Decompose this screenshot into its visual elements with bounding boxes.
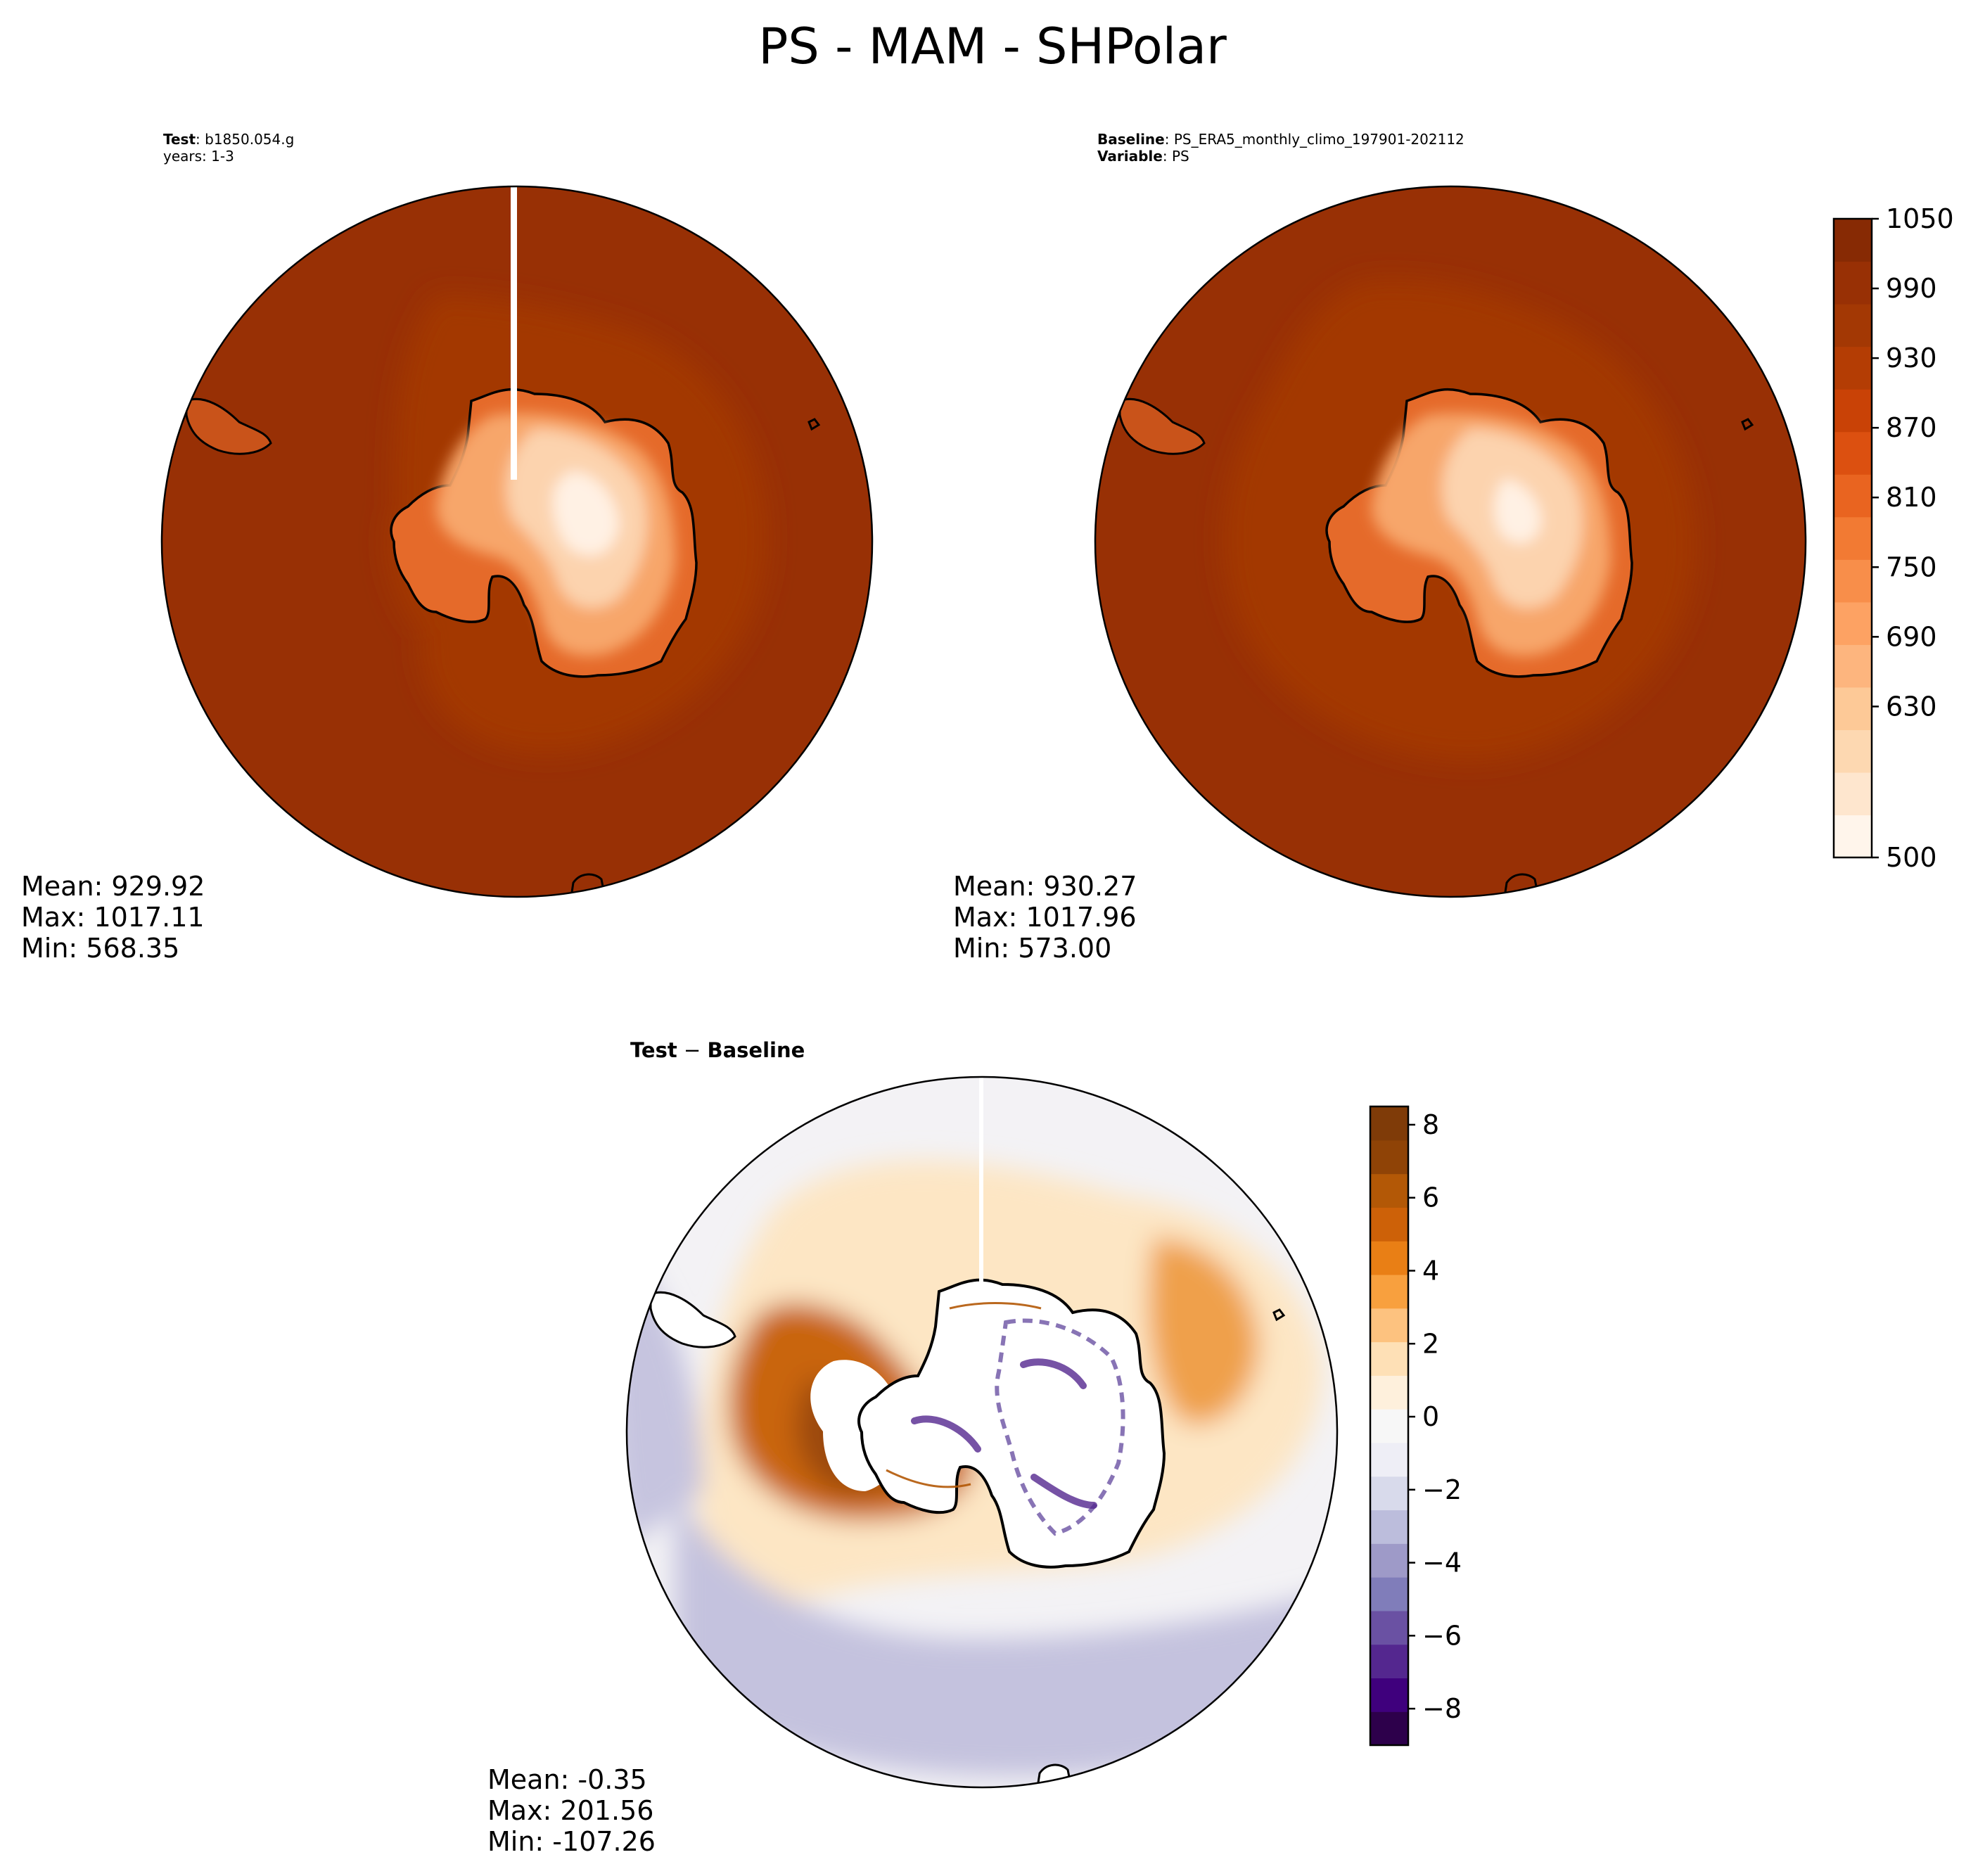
pressure-colorbar-swatch-2 — [1834, 729, 1872, 773]
difference-colorbar-swatch-10 — [1370, 1375, 1408, 1410]
test-header: Test: b1850.054.g years: 1-3 — [163, 131, 295, 165]
test-map-south-america — [185, 397, 272, 455]
difference-max: Max: 201.56 — [487, 1795, 654, 1826]
difference-colorbar-swatch-16 — [1370, 1173, 1408, 1208]
difference-colorbar-swatch-15 — [1370, 1207, 1408, 1242]
baseline-variable-key: Variable — [1097, 148, 1163, 165]
pressure-colorbar-swatch-0 — [1834, 815, 1872, 858]
baseline-label-key: Baseline — [1097, 131, 1165, 148]
test-min: Min: 568.35 — [21, 933, 180, 964]
pressure-colorbar-tick-label-1: 990 — [1886, 273, 1937, 304]
pressure-colorbar-tick-label-6: 690 — [1886, 621, 1937, 652]
pressure-colorbar-swatch-7 — [1834, 516, 1872, 560]
pressure-colorbar-swatch-10 — [1834, 389, 1872, 433]
pressure-colorbar-swatch-11 — [1834, 346, 1872, 390]
pressure-colorbar-tick-label-4: 810 — [1886, 482, 1937, 513]
pressure-colorbar-tick-label-8: 500 — [1886, 842, 1937, 873]
difference-colorbar-swatch-2 — [1370, 1644, 1408, 1679]
baseline-header: Baseline: PS_ERA5_monthly_climo_197901-2… — [1097, 131, 1464, 165]
difference-colorbar-tick-label-8: −8 — [1422, 1693, 1462, 1724]
difference-colorbar-swatch-9 — [1370, 1409, 1408, 1443]
difference-title-operator: − — [683, 1038, 701, 1062]
figure-title: PS - MAM - SHPolar — [758, 18, 1227, 75]
difference-title-a: Test — [630, 1038, 677, 1062]
pressure-colorbar-swatch-12 — [1834, 304, 1872, 347]
baseline-map-south-america — [1118, 397, 1206, 455]
difference-colorbar-tick-label-4: 0 — [1422, 1401, 1439, 1432]
difference-map — [627, 1077, 1337, 1787]
pressure-colorbar-tick-label-2: 930 — [1886, 343, 1937, 374]
test-stats: Mean: 929.92 Max: 1017.11 Min: 568.35 — [21, 871, 205, 964]
pressure-colorbar-swatch-3 — [1834, 687, 1872, 730]
difference-colorbar-swatch-7 — [1370, 1476, 1408, 1511]
pressure-colorbar-swatch-6 — [1834, 559, 1872, 603]
difference-colorbar-tick-label-5: −2 — [1422, 1474, 1462, 1505]
pressure-colorbar-outline — [1832, 217, 1873, 859]
pressure-colorbar-swatch-9 — [1834, 431, 1872, 475]
difference-colorbar-swatch-18 — [1370, 1106, 1408, 1141]
test-label-key: Test — [163, 131, 196, 148]
difference-title-b: Baseline — [707, 1038, 805, 1062]
difference-map-frame — [625, 1076, 1339, 1789]
test-max: Max: 1017.11 — [21, 902, 205, 933]
baseline-variable-value: PS — [1171, 148, 1189, 165]
difference-colorbar-tick-label-1: 6 — [1422, 1182, 1439, 1213]
test-label-value: b1850.054.g — [205, 131, 295, 148]
difference-colorbar-swatch-6 — [1370, 1510, 1408, 1544]
difference-map-negative-band — [675, 1491, 1337, 1776]
difference-map-antarctica — [857, 1278, 1166, 1569]
pressure-colorbar-tick-label-7: 630 — [1886, 691, 1937, 722]
difference-colorbar-swatch-8 — [1370, 1442, 1408, 1477]
difference-colorbar-tick-label-6: −4 — [1422, 1548, 1462, 1578]
pressure-colorbar: 1050 990 930 870 810 750 690 630 500 — [1832, 203, 1954, 873]
pressure-colorbar-tick-label-3: 870 — [1886, 412, 1937, 443]
difference-colorbar: 8 6 4 2 0 −2 −4 −6 −8 — [1369, 1105, 1462, 1747]
difference-colorbar-swatch-11 — [1370, 1341, 1408, 1376]
baseline-max: Max: 1017.96 — [953, 902, 1137, 933]
difference-colorbar-tick-label-3: 2 — [1422, 1328, 1439, 1359]
baseline-min: Min: 573.00 — [953, 933, 1112, 964]
pressure-colorbar-swatch-14 — [1834, 219, 1872, 262]
difference-colorbar-tick-label-2: 4 — [1422, 1255, 1439, 1286]
difference-colorbar-swatch-5 — [1370, 1543, 1408, 1578]
difference-colorbar-swatch-3 — [1370, 1610, 1408, 1645]
test-years: years: 1-3 — [163, 148, 234, 165]
difference-colorbar-outline — [1369, 1105, 1410, 1747]
test-map-frame — [160, 185, 874, 898]
difference-stats: Mean: -0.35 Max: 201.56 Min: -107.26 — [487, 1764, 656, 1857]
difference-title: Test − Baseline — [630, 1038, 805, 1062]
difference-colorbar-swatch-14 — [1370, 1241, 1408, 1275]
test-map-island — [808, 418, 821, 431]
test-map-seam — [511, 186, 517, 480]
difference-colorbar-swatch-0 — [1370, 1711, 1408, 1746]
difference-mean: Mean: -0.35 — [487, 1764, 647, 1795]
pressure-colorbar-swatch-1 — [1834, 772, 1872, 816]
baseline-stats: Mean: 930.27 Max: 1017.96 Min: 573.00 — [953, 871, 1137, 964]
difference-colorbar-tick-label-0: 8 — [1422, 1109, 1439, 1140]
pressure-colorbar-tick-label-0: 1050 — [1886, 203, 1954, 234]
pressure-colorbar-swatch-13 — [1834, 261, 1872, 305]
pressure-colorbar-tick-label-5: 750 — [1886, 551, 1937, 582]
test-mean: Mean: 929.92 — [21, 871, 205, 902]
difference-colorbar-tick-label-7: −6 — [1422, 1620, 1462, 1651]
difference-map-seam — [979, 1077, 983, 1284]
baseline-map — [1095, 186, 1806, 897]
difference-colorbar-swatch-1 — [1370, 1678, 1408, 1712]
test-map — [162, 186, 872, 897]
baseline-map-frame — [1094, 185, 1807, 898]
pressure-colorbar-swatch-4 — [1834, 644, 1872, 688]
pressure-colorbar-swatch-5 — [1834, 601, 1872, 645]
difference-map-island — [1272, 1308, 1286, 1322]
difference-colorbar-swatch-17 — [1370, 1140, 1408, 1175]
baseline-mean: Mean: 930.27 — [953, 871, 1137, 902]
difference-colorbar-swatch-4 — [1370, 1577, 1408, 1612]
difference-colorbar-swatch-12 — [1370, 1308, 1408, 1343]
difference-colorbar-swatch-13 — [1370, 1274, 1408, 1309]
pressure-colorbar-swatch-8 — [1834, 474, 1872, 518]
difference-map-south-america — [649, 1291, 736, 1348]
difference-min: Min: -107.26 — [487, 1826, 656, 1857]
baseline-map-island — [1741, 418, 1754, 431]
baseline-label-value: PS_ERA5_monthly_climo_197901-202112 — [1173, 131, 1464, 148]
